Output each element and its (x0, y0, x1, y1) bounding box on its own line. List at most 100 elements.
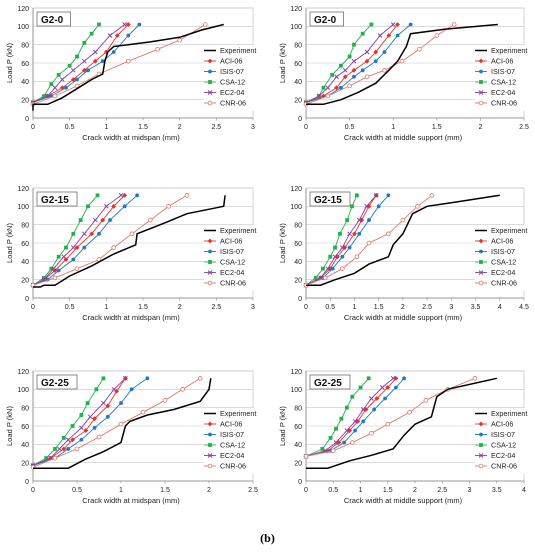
legend-label-isis-07: ISIS-07 (491, 247, 515, 256)
series-experiment (32, 23, 224, 111)
marker-isis-07 (100, 59, 105, 64)
marker-csa-12 (94, 387, 99, 392)
x-tick-label: 3.5 (492, 487, 502, 494)
marker-csa-12 (82, 40, 87, 45)
marker-cnr-06 (330, 448, 336, 454)
marker-cnr-06 (126, 58, 131, 64)
marker-isis-07 (71, 257, 76, 262)
marker-cnr-06 (423, 398, 429, 403)
x-tick-label: 1.5 (374, 304, 384, 311)
legend-label-cnr-06: CNR-06 (220, 99, 246, 108)
x-tick-label: 1.5 (138, 304, 148, 311)
chart-panel-3: 0 20 40 60 80 100 120 0 0.5 1 1.5 2 2.5 3 Crack width … (5, 186, 256, 322)
marker-ec2-04 (478, 270, 484, 275)
marker-ec2-04 (325, 85, 331, 91)
marker-ec2-04 (332, 254, 338, 260)
marker-cnr-06 (118, 421, 124, 427)
marker-aci-06 (100, 217, 106, 223)
marker-ec2-04 (347, 231, 352, 237)
marker-isis-07 (56, 268, 61, 273)
series-ec2-04 (303, 22, 396, 105)
marker-cnr-06 (52, 275, 58, 281)
marker-ec2-04 (122, 22, 128, 27)
legend-background (475, 408, 527, 474)
y-tick-label: 100 (17, 24, 29, 31)
series-line-experiment (32, 23, 224, 111)
marker-cnr-06 (325, 93, 331, 99)
x-tick-label: 0.5 (345, 124, 355, 131)
marker-ec2-04 (364, 203, 369, 209)
marker-ec2-04 (79, 425, 84, 431)
marker-aci-06 (105, 403, 111, 409)
marker-isis-07 (208, 432, 212, 437)
panel-title-box (309, 191, 351, 207)
panel-title: G2-0 (314, 15, 337, 26)
x-tick-label: 2.5 (211, 304, 221, 311)
marker-cnr-06 (197, 376, 203, 381)
marker-aci-06 (122, 192, 128, 198)
x-tick-label: 1 (359, 487, 363, 494)
series-line-experiment (306, 23, 498, 106)
marker-cnr-06 (429, 193, 435, 198)
marker-isis-07 (357, 231, 362, 236)
x-tick-label: 2.5 (248, 487, 258, 494)
legend-label-aci-06: ACI-06 (220, 57, 242, 66)
y-tick-label: 120 (17, 186, 29, 193)
marker-isis-07 (79, 437, 84, 442)
y-axis-label: Load P (kN) (278, 43, 287, 83)
marker-cnr-06 (207, 280, 213, 286)
marker-ec2-04 (103, 203, 109, 209)
marker-ec2-04 (92, 49, 98, 55)
marker-isis-07 (111, 50, 116, 54)
marker-ec2-04 (61, 254, 67, 260)
x-axis-label: Crack width at middle support (mm) (344, 133, 463, 142)
marker-csa-12 (366, 376, 371, 381)
legend-label-aci-06: ACI-06 (491, 57, 513, 66)
y-tick-label: 0 (25, 296, 29, 303)
y-tick-label: 0 (298, 116, 302, 123)
y-tick-label: 60 (294, 424, 302, 431)
legend-background (475, 45, 527, 111)
marker-isis-07 (479, 432, 483, 437)
marker-cnr-06 (111, 245, 116, 250)
series-ec2-04 (30, 375, 128, 468)
legend-background (475, 225, 527, 291)
marker-ec2-04 (111, 386, 117, 392)
marker-ec2-04 (478, 90, 484, 95)
x-tick-label: 1.5 (383, 487, 393, 494)
x-tick-label: 0.5 (65, 124, 75, 131)
y-tick-label: 0 (298, 296, 302, 303)
panel-title-box (309, 374, 351, 390)
y-tick-label: 40 (21, 79, 29, 86)
legend-label-experiment: Experiment (220, 409, 256, 418)
x-tick-label: 3 (251, 124, 255, 131)
marker-aci-06 (63, 257, 69, 262)
marker-aci-06 (207, 421, 213, 427)
x-tick-label: 1 (352, 304, 356, 311)
panel-title: G2-15 (314, 195, 342, 206)
marker-ec2-04 (373, 192, 379, 198)
series-cnr-06 (30, 376, 203, 470)
marker-cnr-06 (203, 22, 208, 27)
marker-aci-06 (70, 77, 76, 82)
marker-ec2-04 (390, 375, 396, 381)
legend-label-aci-06: ACI-06 (220, 420, 242, 429)
marker-ec2-04 (70, 67, 76, 73)
panel-title-box (36, 11, 71, 27)
x-tick-label: 2.5 (422, 304, 432, 311)
x-tick-label: 1.5 (432, 124, 442, 131)
marker-cnr-06 (207, 100, 213, 106)
marker-isis-07 (126, 33, 131, 38)
marker-aci-06 (70, 437, 75, 443)
marker-csa-12 (321, 266, 325, 271)
x-tick-label: 1 (119, 487, 123, 494)
y-tick-label: 100 (17, 204, 29, 211)
y-tick-label: 20 (21, 460, 29, 467)
marker-isis-07 (386, 193, 391, 198)
legend-label-experiment: Experiment (220, 226, 256, 235)
marker-cnr-06 (366, 240, 372, 246)
legend-label-csa-12: CSA-12 (491, 78, 516, 87)
x-tick-label: 1 (104, 124, 108, 131)
